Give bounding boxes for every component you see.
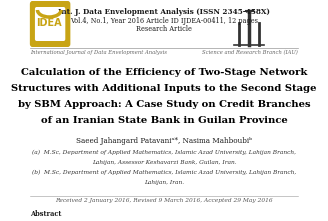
- FancyBboxPatch shape: [30, 1, 71, 47]
- Text: Int. J. Data Envelopment Analysis (ISSN 2345-458X): Int. J. Data Envelopment Analysis (ISSN …: [58, 8, 270, 16]
- Text: Structures with Additional Inputs to the Second Stage: Structures with Additional Inputs to the…: [11, 84, 317, 93]
- Text: (a)  M.Sc, Department of Applied Mathematics, Islamic Azad University, Lahijan B: (a) M.Sc, Department of Applied Mathemat…: [32, 150, 296, 155]
- Text: Lahijan, Iran.: Lahijan, Iran.: [144, 180, 184, 185]
- Text: International Journal of Data Envelopment Analysis: International Journal of Data Envelopmen…: [30, 50, 167, 55]
- FancyBboxPatch shape: [35, 7, 65, 41]
- Text: Lahijan, Assessor Keshavarzi Bank, Guilan, Iran.: Lahijan, Assessor Keshavarzi Bank, Guila…: [92, 160, 236, 165]
- Text: IDEA: IDEA: [36, 18, 62, 28]
- Text: Research Article: Research Article: [136, 25, 192, 33]
- Text: Received 2 January 2016, Revised 9 March 2016, Accepted 29 May 2016: Received 2 January 2016, Revised 9 March…: [55, 198, 273, 203]
- Text: Science and Research Branch (IAU): Science and Research Branch (IAU): [202, 50, 298, 55]
- Text: Abstract: Abstract: [30, 210, 61, 218]
- Text: Calculation of the Efficiency of Two-Stage Network: Calculation of the Efficiency of Two-Sta…: [21, 68, 307, 77]
- Text: Vol.4, No.1, Year 2016 Article ID IJDEA-00411, 12 pages: Vol.4, No.1, Year 2016 Article ID IJDEA-…: [70, 17, 258, 25]
- Text: of an Iranian State Bank in Guilan Province: of an Iranian State Bank in Guilan Provi…: [41, 116, 287, 125]
- Text: by SBM Approach: A Case Study on Credit Branches: by SBM Approach: A Case Study on Credit …: [18, 100, 310, 109]
- Text: Saeed Jahangard Patavaniᵃ*, Nasima Mahboubiᵇ: Saeed Jahangard Patavaniᵃ*, Nasima Mahbo…: [76, 137, 252, 145]
- Text: (b)  M.Sc, Department of Applied Mathematics, Islamic Azad University, Lahijan B: (b) M.Sc, Department of Applied Mathemat…: [32, 170, 296, 175]
